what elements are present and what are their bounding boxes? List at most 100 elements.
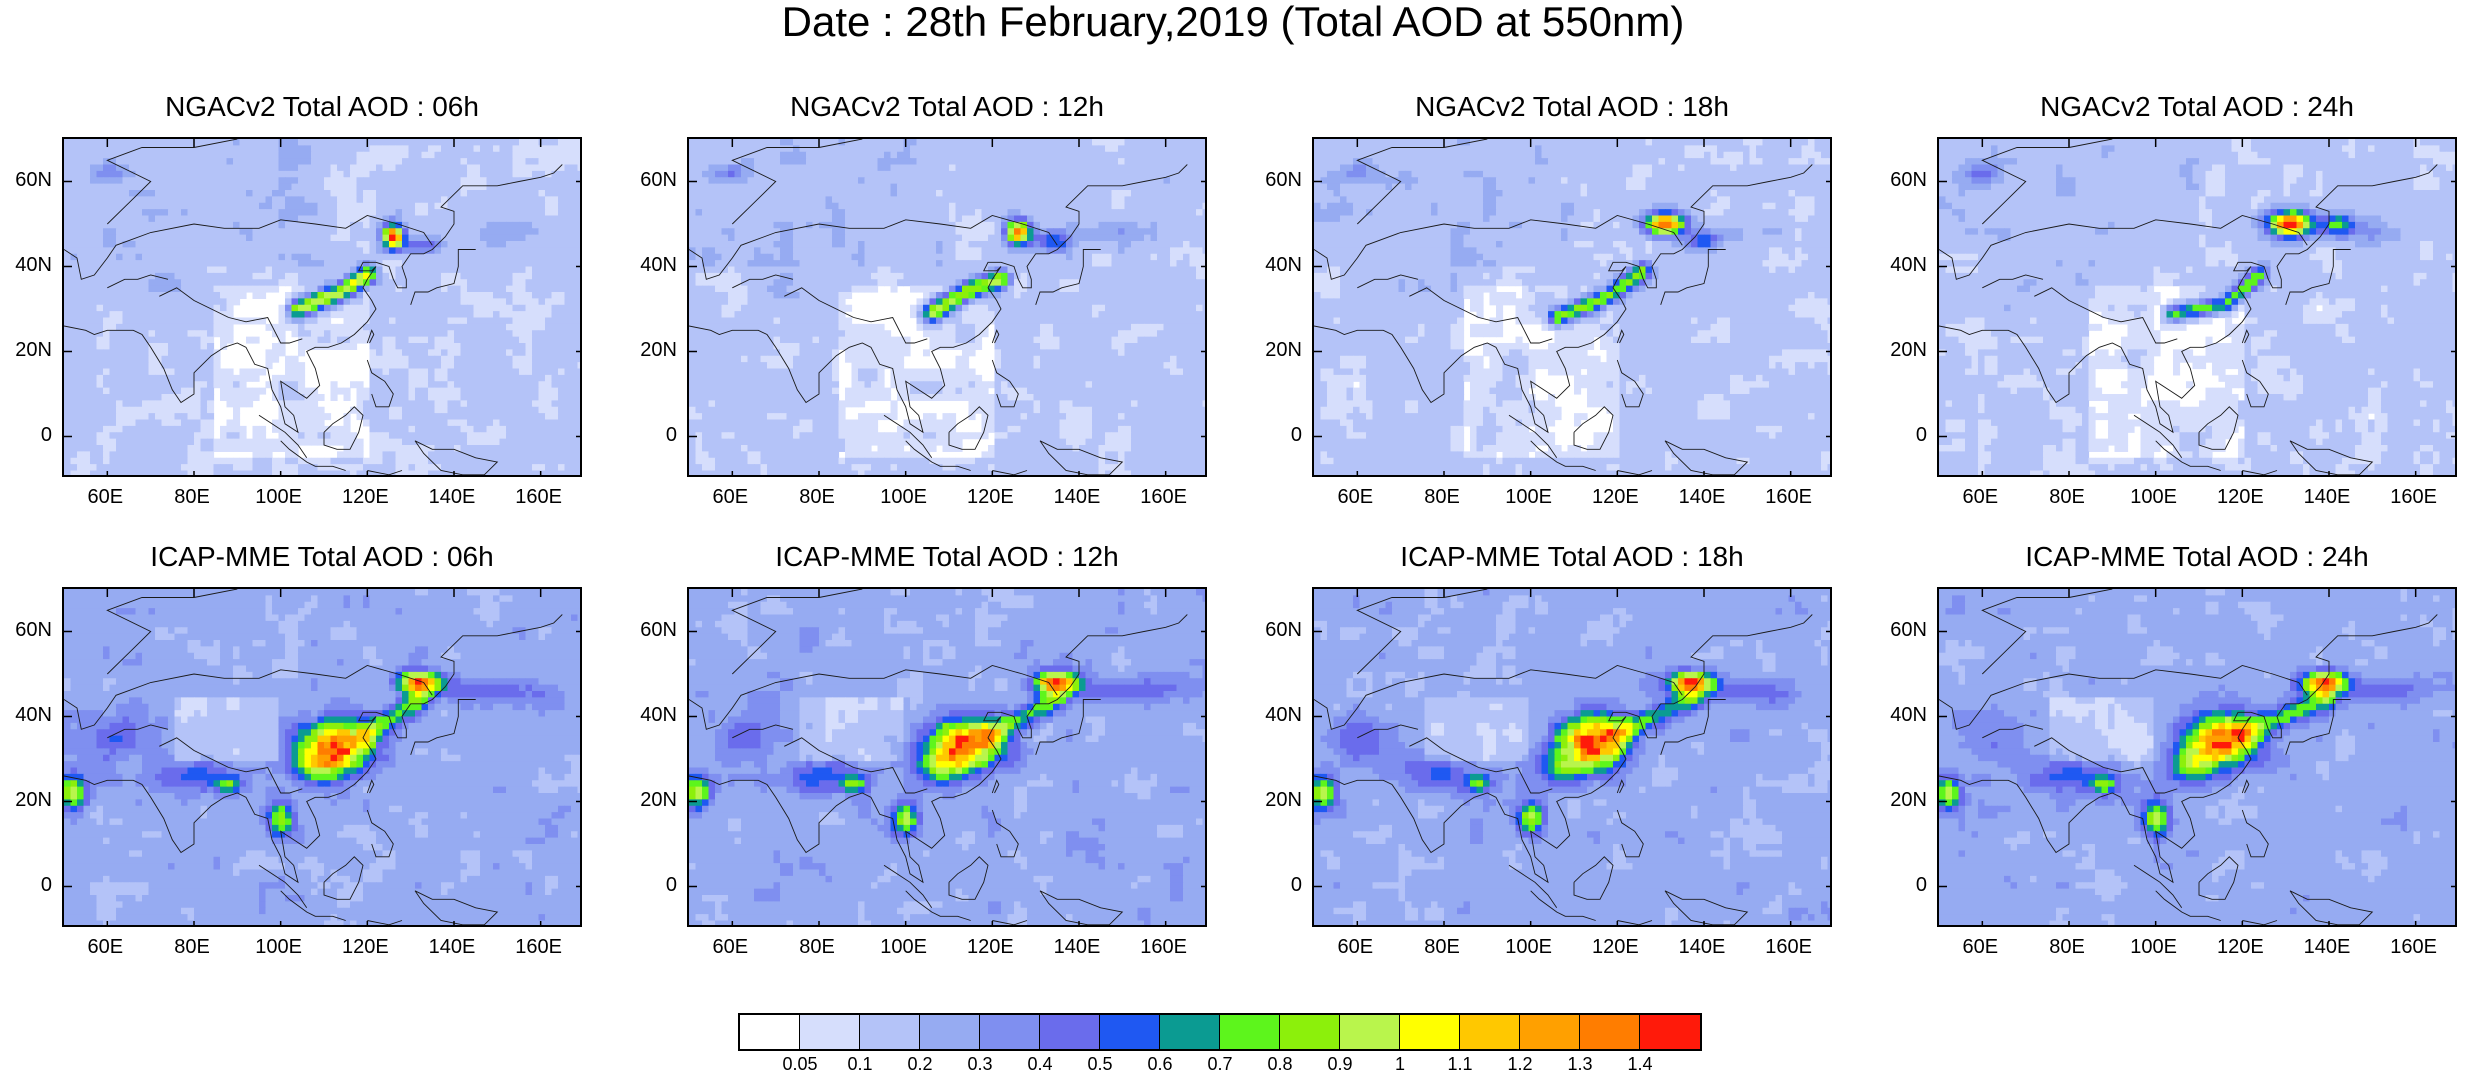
aod-cell [878,145,885,152]
aod-cell [149,369,156,376]
aod-cell [493,286,500,293]
aod-cell [149,445,156,452]
aod-cell [988,203,995,210]
aod-cell [240,375,247,382]
aod-cell [207,235,214,242]
aod-cell [175,445,182,452]
aod-cell [910,165,917,172]
aod-cell [240,464,247,471]
aod-cell [298,292,305,299]
aod-cell [142,471,149,478]
aod-cell [110,305,117,312]
aod-cell [480,381,487,388]
aod-cell [311,432,318,439]
aod-cell [493,471,500,478]
aod-cell [715,196,722,203]
aod-cell [71,464,78,471]
aod-cell [532,292,539,299]
aod-cell [448,286,455,293]
aod-cell [1196,190,1203,197]
aod-cell [279,324,286,331]
aod-cell [84,432,91,439]
aod-cell [1047,145,1054,152]
aod-cell [487,349,494,356]
aod-cell [1138,145,1145,152]
aod-cell [363,235,370,242]
aod-cell [77,349,84,356]
aod-cell [943,184,950,191]
aod-cell [103,139,110,146]
aod-cell [461,375,468,382]
aod-cell [409,381,416,388]
aod-cell [565,158,572,165]
aod-cell [259,165,266,172]
aod-cell [422,349,429,356]
aod-cell [162,394,169,401]
aod-cell [103,171,110,178]
aod-cell [266,260,273,267]
aod-cell [370,318,377,325]
aod-cell [162,330,169,337]
aod-cell [474,381,481,388]
aod-cell [129,286,136,293]
aod-cell [292,203,299,210]
aod-cell [357,241,364,248]
aod-cell [389,445,396,452]
aod-cell [858,190,865,197]
aod-cell [181,241,188,248]
aod-cell [858,196,865,203]
aod-cell [1040,190,1047,197]
aod-cell [110,292,117,299]
aod-cell [428,139,435,146]
aod-cell [331,196,338,203]
aod-cell [1008,177,1015,184]
aod-cell [194,349,201,356]
aod-cell [793,145,800,152]
aod-cell [565,381,572,388]
aod-cell [806,139,813,146]
aod-cell [571,203,578,210]
aod-cell [728,177,735,184]
aod-cell [1047,190,1054,197]
aod-cell [552,343,559,350]
aod-cell [565,171,572,178]
aod-cell [344,305,351,312]
aod-cell [77,311,84,318]
aod-cell [467,216,474,223]
aod-cell [435,394,442,401]
aod-cell [545,260,552,267]
aod-cell [318,343,325,350]
aod-map-panel [687,137,1207,477]
aod-cell [194,426,201,433]
aod-cell [123,458,130,465]
aod-cell [565,445,572,452]
aod-cell [389,420,396,427]
aod-cell [480,369,487,376]
aod-cell [1112,171,1119,178]
aod-cell [1014,184,1021,191]
aod-cell [103,400,110,407]
aod-cell [305,324,312,331]
aod-cell [233,228,240,235]
aod-cell [956,152,963,159]
aod-cell [1060,203,1067,210]
aod-cell [500,267,507,274]
aod-cell [454,196,461,203]
aod-cell [962,152,969,159]
aod-cell [259,439,266,446]
aod-cell [1125,152,1132,159]
aod-cell [696,145,703,152]
aod-cell [324,254,331,261]
aod-cell [415,413,422,420]
aod-cell [116,298,123,305]
aod-cell [415,343,422,350]
aod-cell [64,400,71,407]
aod-cell [279,279,286,286]
x-tick-label: 140E [417,486,487,508]
aod-cell [995,139,1002,146]
aod-cell [709,139,716,146]
aod-cell [337,298,344,305]
aod-cell [84,279,91,286]
aod-cell [441,260,448,267]
aod-cell [64,388,71,395]
